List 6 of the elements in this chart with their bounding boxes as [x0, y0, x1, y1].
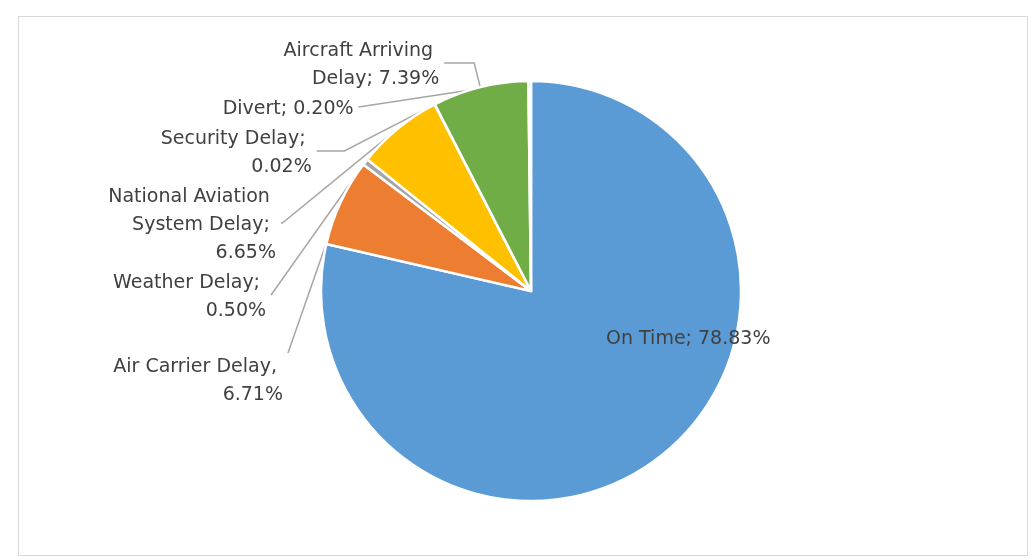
slice-label: Air Carrier Delay, 6.71%	[113, 353, 283, 404]
slice-label: Divert; 0.20%	[222, 95, 354, 118]
slice-label: Weather Delay; 0.50%	[113, 269, 267, 320]
slice-label: Aircraft Arriving Delay; 7.39%	[283, 37, 440, 88]
slice-label: National Aviation System Delay; 6.65%	[108, 183, 276, 262]
slice-label: Security Delay; 0.02%	[160, 125, 312, 176]
